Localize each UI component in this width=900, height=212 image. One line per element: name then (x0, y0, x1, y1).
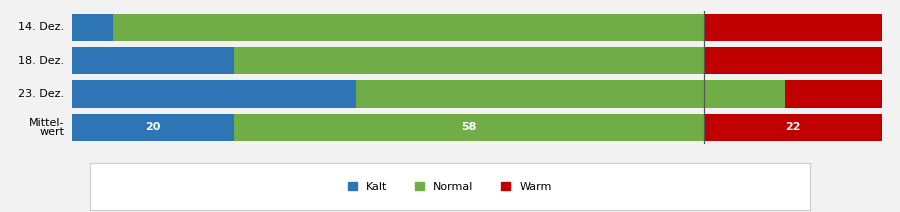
Text: 20: 20 (145, 123, 161, 132)
Bar (234, 114, 704, 141)
Bar (704, 47, 882, 74)
Bar (72, 114, 234, 141)
Bar (72, 14, 112, 41)
Bar (785, 80, 882, 108)
Bar (234, 47, 704, 74)
Legend: Kalt, Normal, Warm: Kalt, Normal, Warm (344, 177, 556, 196)
Bar (704, 14, 882, 41)
Bar (72, 80, 356, 108)
Bar (112, 14, 704, 41)
Bar (704, 114, 882, 141)
Text: 58: 58 (461, 123, 477, 132)
Text: 22: 22 (785, 123, 801, 132)
Bar (356, 80, 785, 108)
Bar (72, 47, 234, 74)
